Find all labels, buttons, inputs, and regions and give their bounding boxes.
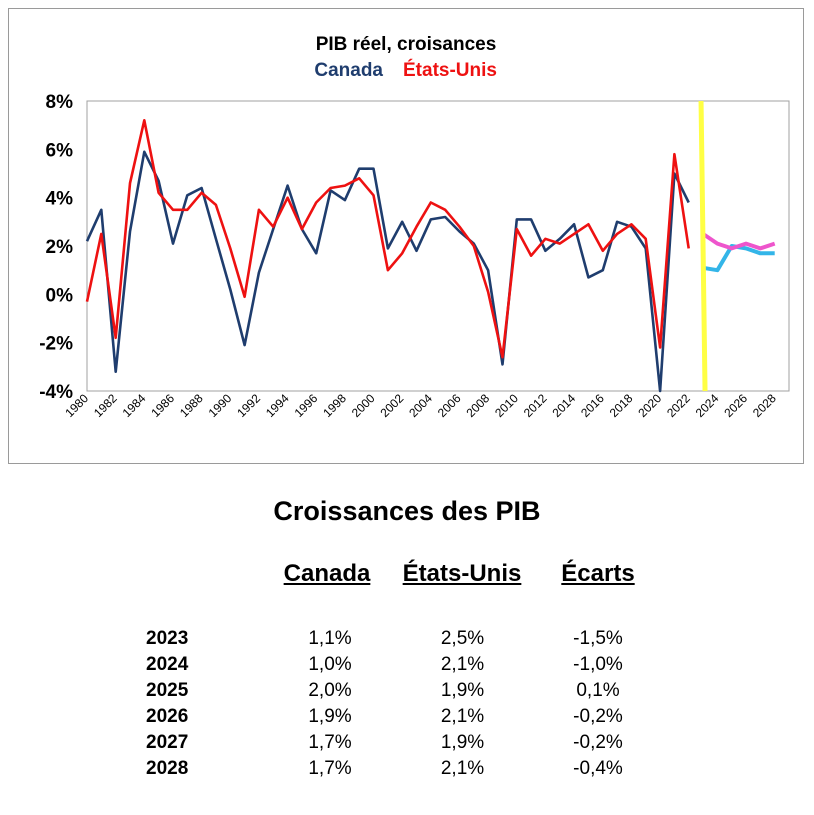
- chart-frame: [8, 8, 804, 464]
- row-gap-value: -0,2%: [573, 732, 623, 753]
- row-year: 2026: [146, 706, 189, 727]
- x-tick-label: 2024: [693, 391, 722, 420]
- x-tick-label: 2002: [378, 391, 407, 420]
- series-line-3: [702, 244, 775, 273]
- x-tick-label: 2014: [549, 391, 578, 420]
- x-tick-label: 1990: [206, 391, 235, 420]
- x-tick-label: 2022: [664, 391, 693, 420]
- x-tick-label: 1994: [263, 391, 292, 420]
- row-year: 2025: [146, 680, 189, 701]
- row-canada-value: 1,7%: [308, 732, 352, 753]
- row-year: 2027: [146, 732, 189, 753]
- x-tick-label: 2006: [435, 391, 464, 420]
- row-canada-value: 1,9%: [308, 706, 352, 727]
- x-tick-label: 1982: [91, 391, 120, 420]
- row-canada-value: 1,7%: [308, 758, 352, 779]
- x-tick-label: 2010: [492, 391, 521, 420]
- row-year: 2028: [146, 758, 189, 779]
- x-axis-ticks: 1980 1982 1984 1986 1988 1990 1992 1994 1996 1998…: [62, 391, 779, 420]
- header-us: États-Unis: [402, 560, 522, 587]
- x-tick-label: 1986: [148, 391, 177, 420]
- x-tick-label: 1998: [320, 391, 349, 420]
- x-tick-label: 1992: [234, 391, 263, 420]
- x-tick-label: 2012: [521, 391, 550, 420]
- row-gap-value: 0,1%: [576, 680, 620, 701]
- y-tick-label: 4%: [46, 189, 74, 210]
- row-us-value: 2,1%: [440, 654, 485, 675]
- row-gap-value: -0,2%: [573, 706, 623, 727]
- row-us-value: 1,9%: [440, 732, 485, 753]
- x-tick-label: 2028: [750, 391, 779, 420]
- row-canada-value: 2,0%: [308, 680, 352, 701]
- row-canada-value: 1,1%: [308, 628, 352, 649]
- chart-title: PIB réel, croisances: [316, 34, 497, 55]
- line-chart: PIB réel, croisances Canada États-Unis 8…: [39, 34, 790, 420]
- y-tick-label: 6%: [46, 140, 74, 161]
- header-canada: Canada: [283, 560, 371, 587]
- legend-us: États-Unis: [403, 59, 497, 81]
- x-tick-label: 2016: [578, 391, 607, 420]
- x-tick-label: 1984: [120, 391, 149, 420]
- x-tick-label: 2026: [721, 391, 750, 420]
- y-axis-ticks: 8% 6% 4% 2% 0% -2% -4%: [39, 92, 73, 403]
- row-gap-value: -1,5%: [573, 628, 623, 649]
- x-tick-label: 2008: [463, 391, 492, 420]
- series-line-2: [85, 119, 690, 359]
- y-tick-label: -4%: [39, 382, 73, 403]
- x-tick-label: 1988: [177, 391, 206, 420]
- row-gap-value: -0,4%: [573, 758, 623, 779]
- table-title: Croissances des PIB: [273, 496, 541, 526]
- plot-area: [86, 100, 790, 392]
- y-tick-label: 2%: [46, 237, 74, 258]
- row-canada-value: 1,0%: [308, 654, 352, 675]
- row-year: 2023: [146, 628, 189, 649]
- y-tick-label: -2%: [39, 334, 73, 355]
- row-us-value: 2,1%: [440, 706, 485, 727]
- x-tick-label: 2018: [607, 391, 636, 420]
- legend-canada: Canada: [314, 60, 383, 81]
- series-layer: [85, 100, 776, 393]
- row-year: 2024: [146, 654, 189, 675]
- series-line-1: [85, 150, 690, 393]
- series-line-4: [701, 232, 776, 251]
- row-gap-value: -1,0%: [573, 654, 623, 675]
- row-us-value: 2,5%: [440, 628, 485, 649]
- x-tick-label: 2000: [349, 391, 378, 420]
- forecast-divider-line: [698, 100, 708, 392]
- row-us-value: 2,1%: [440, 758, 485, 779]
- y-tick-label: 0%: [46, 285, 74, 306]
- x-tick-label: 2004: [406, 391, 435, 420]
- header-gaps: Écarts: [561, 560, 635, 587]
- x-tick-label: 2020: [635, 391, 664, 420]
- row-us-value: 1,9%: [440, 680, 485, 701]
- x-tick-label: 1996: [292, 391, 321, 420]
- y-tick-label: 8%: [46, 92, 74, 113]
